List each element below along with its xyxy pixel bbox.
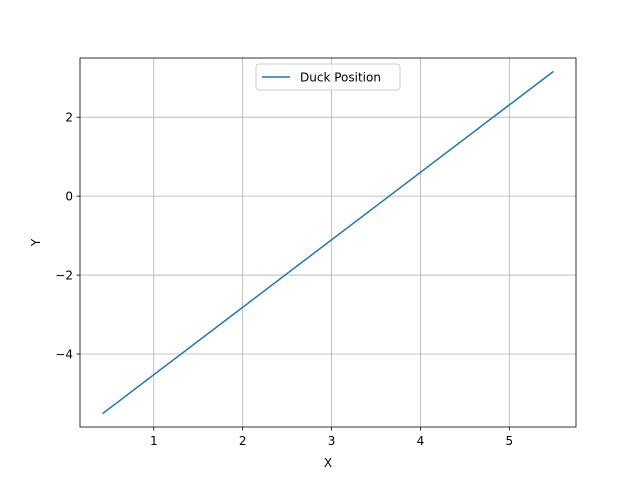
series-layer xyxy=(102,70,554,415)
x-tick-label: 3 xyxy=(328,434,336,448)
plot-frame xyxy=(79,57,577,428)
legend-label: Duck Position xyxy=(300,71,381,85)
y-tick-label: 0 xyxy=(65,190,73,204)
y-tick-label: −4 xyxy=(55,347,73,361)
series-line-duck-position xyxy=(102,70,554,415)
legend-box xyxy=(255,63,401,91)
x-axis-label: X xyxy=(324,456,332,470)
y-tick-label: −2 xyxy=(55,269,73,283)
ticks: 1 2 3 4 5 −4 −2 0 2 xyxy=(55,111,513,448)
x-tick-label: 2 xyxy=(239,434,247,448)
y-axis-label: Y xyxy=(29,238,43,247)
x-tick-label: 5 xyxy=(506,434,514,448)
x-tick-label: 4 xyxy=(417,434,425,448)
x-tick-label: 1 xyxy=(150,434,158,448)
legend: Duck Position xyxy=(255,63,401,91)
y-tick-label: 2 xyxy=(65,111,73,125)
